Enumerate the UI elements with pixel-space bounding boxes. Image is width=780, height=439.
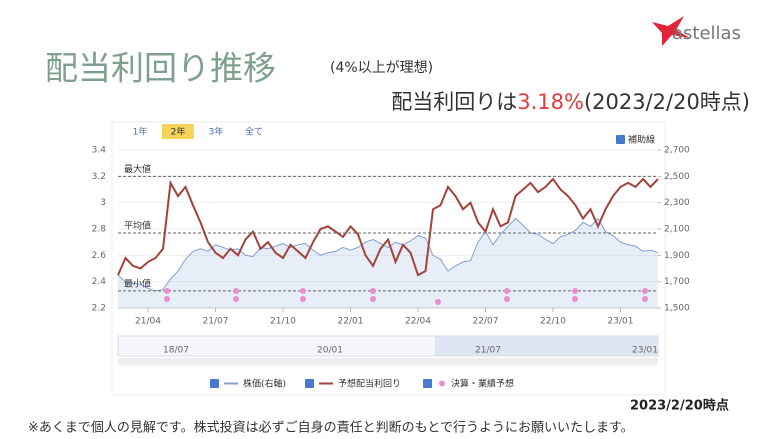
legend-label: 株価(右軸) (243, 378, 286, 390)
aux-checkbox[interactable] (616, 135, 625, 144)
y2-tick-label: 2,300 (664, 198, 690, 208)
y-tick-label: 3.2 (92, 172, 106, 182)
disclaimer: ※あくまで個人の見解です。株式投資は必ずご自身の責任と判断のもとで行うようにお願… (28, 420, 634, 436)
note: (4%以上が理想) (330, 60, 433, 76)
navigator-window[interactable] (435, 336, 658, 356)
y-tick-label: 2.8 (92, 225, 107, 235)
navigator-label: 18/07 (163, 346, 189, 356)
y2-tick-label: 1,500 (664, 304, 690, 314)
x-tick-label: 22/01 (338, 317, 364, 327)
range-button[interactable]: 2年 (171, 126, 186, 138)
yield-value: 3.18% (517, 90, 584, 114)
y-tick-label: 2.4 (92, 277, 107, 287)
range-button[interactable]: 3年 (209, 126, 224, 138)
legend-checkbox[interactable] (423, 379, 432, 388)
aux-label: 補助線 (628, 134, 655, 146)
footer-date: 2023/2/20時点 (630, 398, 729, 414)
ref-label: 最大値 (124, 163, 151, 175)
x-tick-label: 21/07 (203, 317, 229, 327)
event-markers (164, 288, 648, 305)
scrollbar[interactable] (118, 358, 658, 365)
y2-tick-label: 2,500 (664, 172, 690, 182)
y2-tick-label: 1,700 (664, 277, 690, 287)
event-marker (504, 288, 510, 294)
y-tick-label: 3 (100, 198, 106, 208)
event-marker (370, 296, 376, 302)
range-button[interactable]: 全て (245, 126, 263, 138)
y-tick-label: 3.4 (92, 146, 107, 156)
range-active (162, 124, 194, 139)
event-marker (233, 296, 239, 302)
series-line (117, 177, 659, 277)
event-marker (572, 288, 578, 294)
yield-text: 配当利回りは3.18%(2023/2/20時点) (391, 90, 750, 114)
y2-tick-label: 1,900 (664, 251, 690, 261)
x-tick-label: 21/04 (135, 317, 161, 327)
yield-prefix: 配当利回りは (391, 90, 517, 114)
x-tick-label: 22/10 (540, 317, 566, 327)
event-marker (233, 288, 239, 294)
logo-mark (652, 16, 690, 46)
y2-tick-label: 2,700 (664, 146, 690, 156)
event-marker (435, 299, 441, 305)
legend-label: 予想配当利回り (338, 378, 401, 390)
legend-checkbox[interactable] (210, 379, 219, 388)
event-marker (164, 288, 170, 294)
ref-label: 平均値 (124, 219, 151, 231)
series-line (117, 217, 659, 292)
event-marker (572, 296, 578, 302)
x-tick-label: 21/10 (270, 317, 296, 327)
legend-checkbox[interactable] (305, 379, 314, 388)
navigator-label: 21/07 (475, 346, 501, 356)
legend-label: 決算・業績予想 (451, 378, 514, 390)
y-tick-label: 2.2 (92, 304, 106, 314)
range-button[interactable]: 1年 (133, 126, 148, 138)
event-marker (642, 288, 648, 294)
logo: astellas (672, 23, 741, 44)
y-tick-label: 2.6 (92, 251, 107, 261)
navigator-label: 23/01 (632, 346, 658, 356)
x-tick-label: 23/01 (608, 317, 634, 327)
ref-label: 最小値 (124, 277, 151, 289)
event-marker (164, 296, 170, 302)
event-marker (642, 296, 648, 302)
title: 配当利回り推移 (45, 49, 276, 88)
event-marker (370, 288, 376, 294)
y2-tick-label: 2,100 (664, 225, 690, 235)
yield-suffix: (2023/2/20時点) (584, 90, 750, 114)
event-marker (300, 296, 306, 302)
event-marker (504, 296, 510, 302)
navigator-label: 20/01 (317, 346, 343, 356)
event-marker (300, 288, 306, 294)
x-tick-label: 22/07 (473, 317, 499, 327)
legend-swatch (439, 380, 445, 387)
area (118, 218, 658, 308)
x-tick-label: 22/04 (405, 317, 431, 327)
